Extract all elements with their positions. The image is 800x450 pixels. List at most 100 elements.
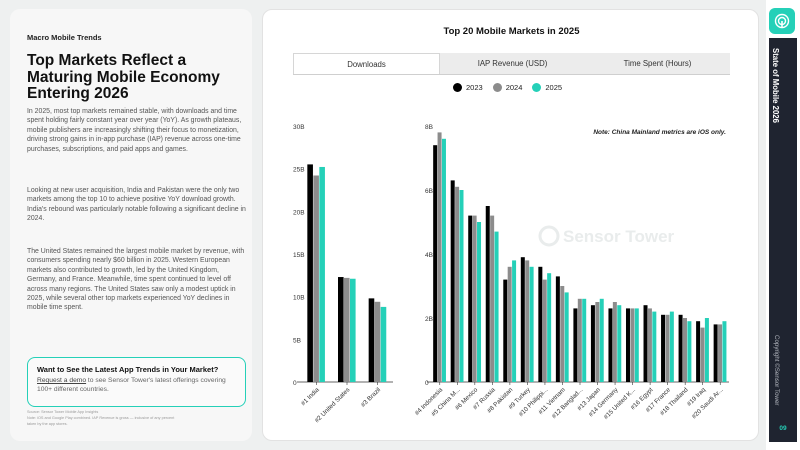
bar-2025: [459, 190, 464, 382]
chart-title: Top 20 Mobile Markets in 2025: [443, 26, 580, 37]
report-title: State of Mobile 2026: [771, 48, 780, 123]
bar-2025: [350, 278, 356, 382]
bar-2023: [590, 305, 595, 382]
y-tick-label: 4B: [425, 252, 433, 259]
bar-2025: [652, 311, 657, 382]
paragraph-3: The United States remained the largest m…: [27, 248, 245, 312]
x-tick-label: #1 India: [300, 386, 321, 407]
copyright: Copyright ©Sensor Tower: [773, 335, 780, 406]
bar-2025: [512, 260, 517, 382]
bar-2023: [520, 257, 525, 382]
tab-time-spent[interactable]: Time Spent (Hours): [623, 59, 692, 68]
bar-2025: [687, 321, 692, 382]
sensor-tower-logo: [769, 8, 795, 34]
bar-2024: [455, 186, 460, 382]
cta-title: Want to See the Latest App Trends in You…: [37, 365, 219, 374]
legend-item-2025: 2025: [532, 83, 562, 92]
bar-2025: [669, 311, 674, 382]
y-tick-label: 0: [425, 380, 429, 387]
y-tick-label: 5B: [293, 337, 301, 344]
bar-2024: [630, 308, 635, 382]
bar-2024: [542, 279, 547, 382]
bar-2025: [529, 266, 534, 382]
legend-swatch-2023: [453, 83, 462, 92]
y-tick-label: 8B: [425, 124, 433, 131]
chart-panel: Top 20 Mobile Markets in 2025 Downloads …: [262, 9, 759, 441]
y-tick-label: 25B: [293, 167, 305, 174]
bar-2024: [525, 260, 530, 382]
bar-2023: [503, 279, 508, 382]
bar-2023: [713, 324, 718, 382]
bar-2025: [319, 166, 325, 382]
bar-2025: [722, 321, 727, 382]
page-title: Top Markets Reflect a Maturing Mobile Ec…: [27, 52, 220, 102]
bar-2023: [608, 308, 613, 382]
tab-iap-revenue[interactable]: IAP Revenue (USD): [477, 59, 548, 68]
bar-2025: [494, 231, 499, 382]
bar-2025: [582, 298, 587, 382]
bar-2025: [477, 222, 482, 382]
bar-2023: [696, 321, 701, 382]
bar-2025: [547, 273, 552, 382]
bar-2025: [634, 308, 639, 382]
bar-2023: [468, 215, 473, 382]
legend-swatch-2024: [492, 83, 502, 92]
bar-2023: [573, 308, 578, 382]
bar-2023: [368, 298, 375, 382]
bar-2023: [433, 145, 438, 382]
y-tick-label: 20B: [293, 209, 305, 216]
bar-2024: [647, 308, 652, 382]
bar-2024: [490, 215, 495, 382]
report-sidebar: [769, 38, 797, 442]
y-tick-label: 30B: [293, 124, 305, 131]
bar-2024: [577, 298, 582, 382]
x-tick-label: #3 Brazil: [360, 386, 382, 408]
bar-2024: [344, 277, 350, 382]
bar-2023: [555, 276, 560, 382]
watermark: Sensor Tower: [563, 227, 675, 246]
cta-box: Want to See the Latest App Trends in You…: [27, 357, 246, 407]
paragraph-2: Looking at new user acquisition, India a…: [27, 187, 246, 223]
right-strip: State of Mobile 2026 Copyright ©Sensor T…: [766, 0, 800, 450]
bar-2023: [625, 308, 630, 382]
bar-2023: [538, 266, 543, 382]
legend-swatch-2025: [532, 83, 542, 92]
legend-label-2025: 2025: [545, 83, 563, 92]
bar-2023: [307, 164, 313, 382]
legend-label-2023: 2023: [466, 83, 483, 92]
cta-text: Request a demo to see Sensor Tower's lat…: [37, 377, 236, 394]
bar-2025: [441, 138, 446, 382]
bar-2024: [595, 302, 600, 382]
section-eyebrow: Macro Mobile Trends: [27, 33, 102, 42]
metric-tabs: Downloads IAP Revenue (USD) Time Spent (…: [293, 53, 730, 75]
request-demo-link[interactable]: Request a demo: [37, 377, 87, 384]
bar-2024: [472, 215, 477, 382]
cta-rest: to see Sensor Tower's latest offerings c…: [37, 377, 226, 393]
tab-downloads[interactable]: Downloads: [293, 53, 440, 74]
bar-2024: [507, 266, 512, 382]
bar-2025: [617, 305, 622, 382]
bar-2024: [612, 302, 617, 382]
bar-2023: [338, 277, 344, 382]
legend-label-2024: 2024: [505, 83, 523, 92]
text-panel: Macro Mobile Trends Top Markets Reflect …: [10, 9, 252, 441]
bar-2024: [718, 324, 723, 382]
bar-2025: [564, 292, 569, 382]
y-tick-label: 15B: [293, 252, 305, 259]
bar-2023: [643, 305, 648, 382]
bar-2023: [661, 314, 666, 382]
source-line-3: taken by the app stores.: [27, 422, 68, 426]
bar-2025: [380, 306, 387, 382]
chart-note: Note: China Mainland metrics are iOS onl…: [593, 129, 726, 136]
bar-2023: [450, 180, 455, 382]
bar-2024: [665, 314, 670, 382]
y-tick-label: 2B: [425, 316, 433, 323]
source-line-2: Note: iOS and Google Play combined. IAP …: [27, 416, 175, 420]
bar-2025: [599, 298, 604, 382]
chart-canvas: Sensor Tower Note: China Mainland metrics…: [293, 124, 729, 424]
legend-item-2024: 2024: [492, 83, 523, 92]
bar-2025: [704, 318, 709, 382]
bar-2024: [437, 132, 442, 382]
